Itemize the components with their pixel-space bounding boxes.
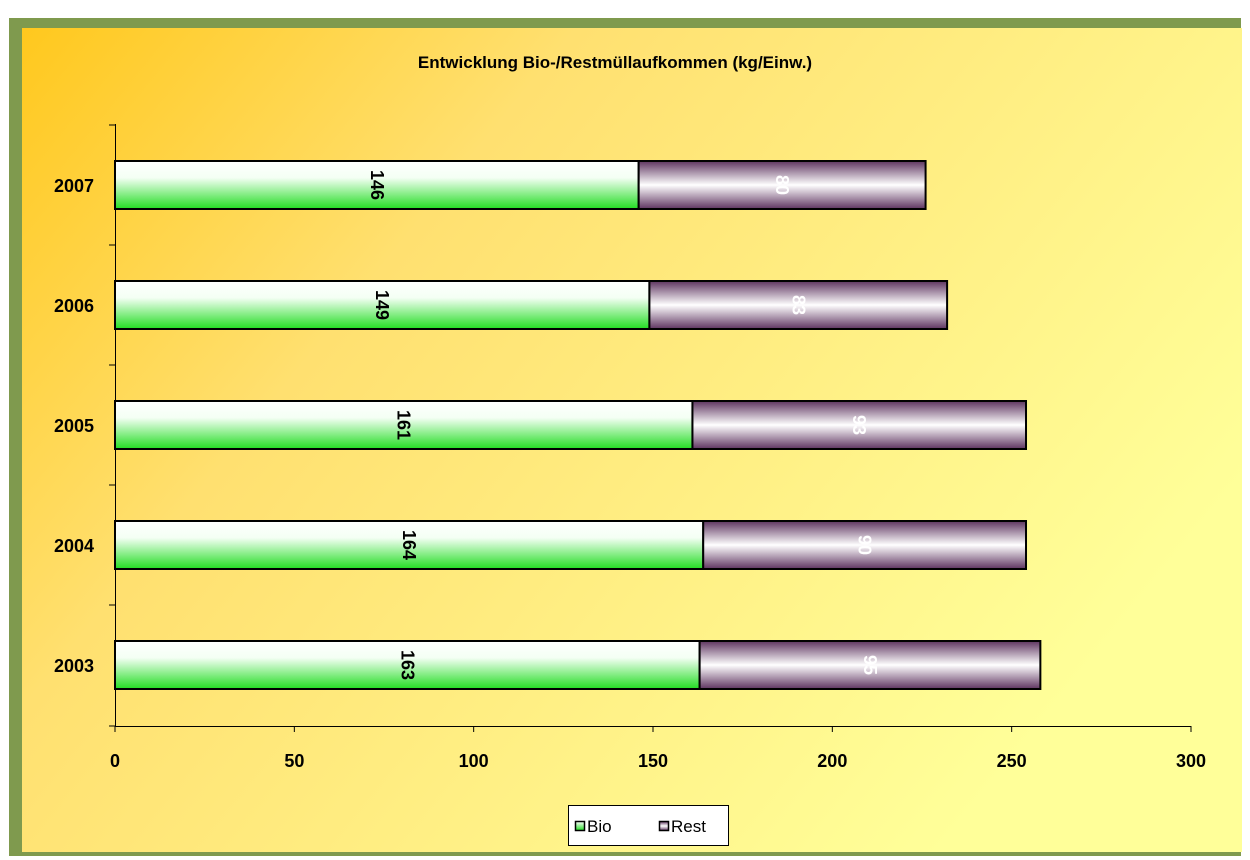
category-label: 2003 — [54, 656, 94, 676]
legend-label-bio: Bio — [587, 817, 612, 836]
data-label-bio: 164 — [399, 530, 419, 560]
category-labels: 2003 2004 2005 2006 2007 — [54, 124, 115, 727]
bar-rest — [637, 160, 927, 210]
bar-bio — [114, 160, 640, 210]
bars: 163 95 164 90 161 93 149 83 146 80 — [114, 160, 1042, 690]
bar-bio — [114, 280, 651, 330]
category-label: 2005 — [54, 416, 94, 436]
bar-rest — [702, 520, 1028, 570]
data-label-rest: 83 — [788, 295, 808, 315]
bar-bio — [114, 640, 701, 690]
data-label-rest: 80 — [772, 175, 792, 195]
x-tick-label: 0 — [110, 751, 120, 771]
x-tick-label: 250 — [997, 751, 1027, 771]
data-label-bio: 149 — [372, 290, 392, 320]
data-label-bio: 163 — [397, 650, 417, 680]
category-label: 2007 — [54, 176, 94, 196]
legend-box — [568, 805, 729, 846]
bar-rest — [698, 640, 1042, 690]
x-tick-label: 200 — [817, 751, 847, 771]
x-tick-label: 300 — [1176, 751, 1206, 771]
data-label-rest: 93 — [849, 415, 869, 435]
bar-rest — [648, 280, 949, 330]
bar-rest — [691, 400, 1028, 450]
data-label-rest: 90 — [855, 535, 875, 555]
x-tick-label: 150 — [638, 751, 668, 771]
data-label-rest: 95 — [860, 655, 880, 675]
legend-swatch-rest — [658, 820, 670, 832]
bar-bio — [114, 520, 705, 570]
legend-label-rest: Rest — [671, 817, 706, 836]
x-tick-label: 100 — [459, 751, 489, 771]
legend-swatch-bio — [574, 820, 586, 832]
x-tick-label: 50 — [284, 751, 304, 771]
bar-bio — [114, 400, 694, 450]
data-label-bio: 161 — [394, 410, 414, 440]
chart-title: Entwicklung Bio-/Restmüllaufkommen (kg/E… — [418, 53, 812, 72]
x-axis-ticks: 0 50 100 150 200 250 300 — [110, 726, 1206, 771]
data-label-bio: 146 — [367, 170, 387, 200]
legend: Bio Rest — [568, 805, 729, 846]
category-label: 2004 — [54, 536, 94, 556]
category-label: 2006 — [54, 296, 94, 316]
